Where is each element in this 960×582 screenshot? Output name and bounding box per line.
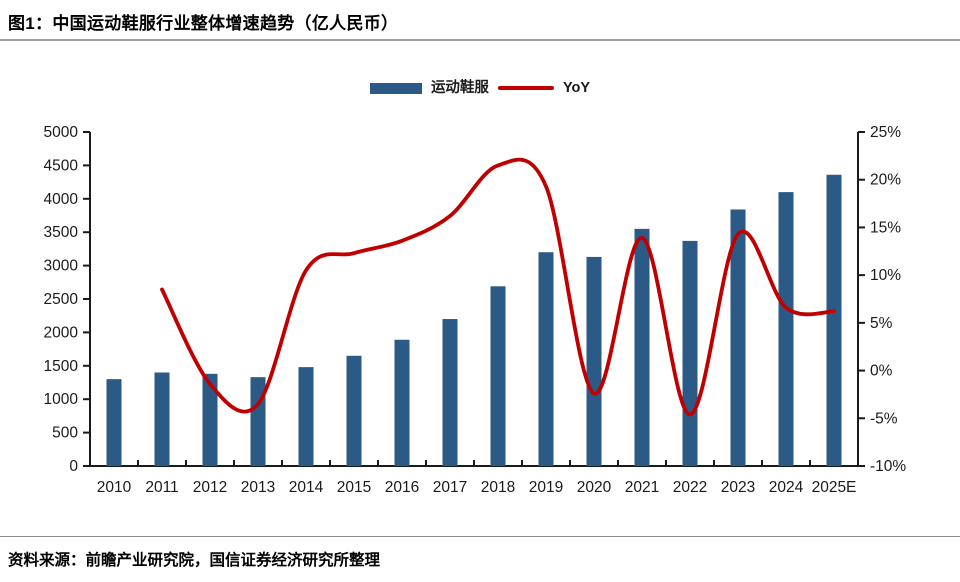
left-axis-label: 2500 [44, 291, 79, 308]
x-axis-label: 2025E [812, 479, 857, 496]
bar-2011 [154, 372, 170, 466]
left-axis-label: 4500 [44, 157, 79, 174]
x-axis-label: 2015 [337, 479, 371, 496]
figure-title: 图1：中国运动鞋服行业整体增速趋势（亿人民币） [8, 14, 399, 33]
bar-2019 [538, 252, 554, 466]
right-axis-label: -5% [870, 410, 898, 427]
right-axis-label: 0% [870, 363, 893, 380]
x-axis-label: 2017 [433, 479, 467, 496]
x-axis-label: 2012 [193, 479, 227, 496]
x-axis-label: 2021 [625, 479, 659, 496]
bar-2015 [346, 355, 362, 466]
x-axis-label: 2022 [673, 479, 707, 496]
bar-2024 [778, 192, 794, 466]
right-axis-label: 5% [870, 315, 893, 332]
bar-2017 [442, 319, 458, 466]
x-axis-label: 2019 [529, 479, 563, 496]
bar-2021 [634, 228, 650, 466]
bar-2016 [394, 339, 410, 466]
right-axis-label: -10% [870, 458, 906, 475]
bar-2013 [250, 377, 266, 466]
title-divider [0, 39, 960, 41]
bar-2023 [730, 209, 746, 466]
x-axis-label: 2020 [577, 479, 612, 496]
bar-2010 [106, 379, 122, 466]
legend-bar-swatch [369, 82, 422, 94]
right-axis-label: 10% [870, 267, 901, 284]
left-axis-label: 3000 [44, 258, 79, 275]
yoy-line [160, 157, 836, 417]
x-axis-label: 2023 [721, 479, 755, 496]
left-axis-label: 1000 [44, 391, 79, 408]
legend-bar-label: 运动鞋服 [430, 79, 489, 96]
bar-2012 [202, 373, 218, 466]
right-axis-label: 15% [870, 219, 901, 236]
right-axis-label: 20% [870, 172, 901, 189]
bar-2014 [298, 367, 314, 466]
left-axis-label: 2000 [44, 324, 79, 341]
left-axis-label: 5000 [44, 124, 79, 141]
x-axis-label: 2013 [241, 479, 275, 496]
source-note: 资料来源：前瞻产业研究院，国信证券经济研究所整理 [8, 552, 381, 569]
x-axis-label: 2018 [481, 479, 515, 496]
x-axis-label: 2024 [769, 479, 804, 496]
bar-2020 [586, 256, 602, 466]
bar-2018 [490, 286, 506, 466]
x-axis-label: 2014 [289, 479, 324, 496]
x-axis-label: 2011 [145, 479, 178, 496]
x-axis-label: 2016 [385, 479, 419, 496]
right-axis-label: 25% [870, 124, 901, 141]
left-axis-label: 500 [52, 425, 78, 442]
left-axis-label: 4000 [44, 191, 79, 208]
x-axis-label: 2010 [97, 479, 132, 496]
footer-divider [0, 536, 960, 537]
left-axis-label: 3500 [44, 224, 79, 241]
bar-2025E [826, 174, 842, 466]
left-axis-label: 1500 [44, 358, 79, 375]
chart-canvas: 0 500 1000 1500 2000 2500 3000 3500 4000 4500 5000… [44, 124, 907, 496]
legend-line-label: YoY [562, 79, 591, 96]
chart-legend: 运动鞋服 YoY [0, 78, 960, 98]
bar-2022 [682, 240, 698, 466]
left-axis-label: 0 [69, 458, 78, 475]
legend-line-swatch [497, 86, 554, 90]
